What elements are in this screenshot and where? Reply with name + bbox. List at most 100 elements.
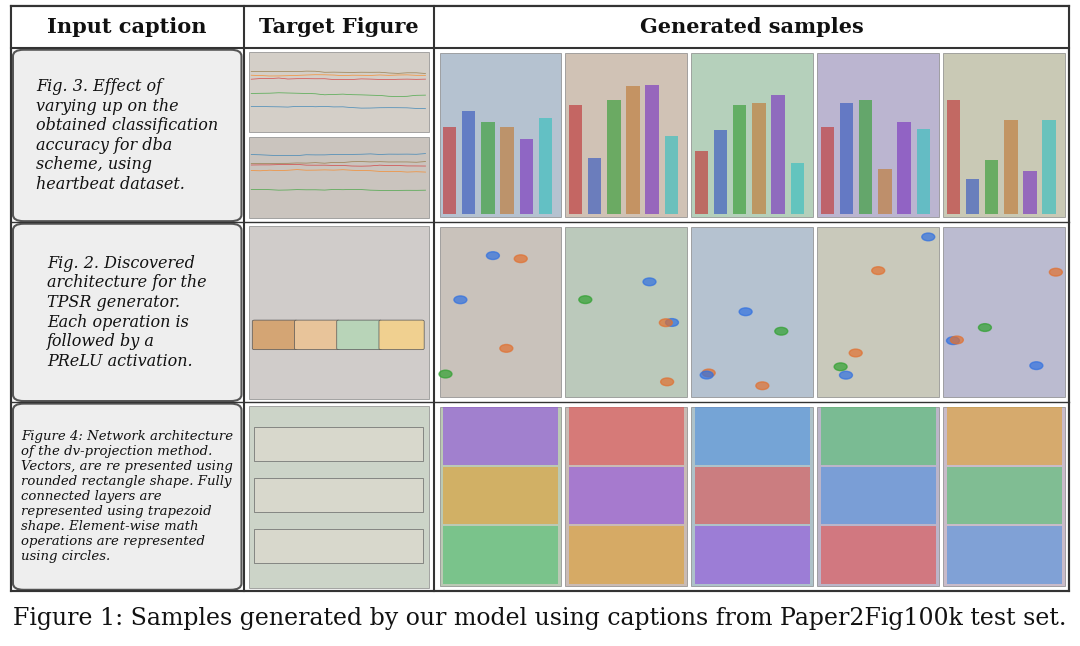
Circle shape — [839, 371, 852, 379]
Bar — [646, 85, 659, 214]
Text: Fig. 3. Effect of
varying up on the
obtained classification
accuracy for dba
sch: Fig. 3. Effect of varying up on the obta… — [36, 78, 218, 193]
Bar — [255, 478, 423, 512]
Circle shape — [486, 252, 499, 260]
Bar — [588, 158, 602, 214]
Bar — [966, 178, 980, 214]
Bar — [607, 100, 621, 214]
Bar — [11, 6, 1069, 48]
Bar — [691, 53, 813, 217]
Bar — [249, 225, 429, 399]
Circle shape — [849, 349, 862, 357]
Bar — [821, 407, 935, 464]
Bar — [818, 227, 939, 397]
Text: Generated samples: Generated samples — [639, 17, 864, 37]
FancyBboxPatch shape — [13, 50, 242, 221]
Bar — [943, 53, 1065, 217]
Bar — [985, 160, 998, 214]
Bar — [691, 407, 813, 586]
Bar — [482, 121, 495, 214]
FancyBboxPatch shape — [11, 6, 1069, 591]
Circle shape — [500, 344, 513, 352]
Circle shape — [579, 296, 592, 304]
Bar — [255, 427, 423, 461]
Text: Fig. 2. Discovered
architecture for the
TPSR generator.
Each operation is
follow: Fig. 2. Discovered architecture for the … — [48, 255, 207, 370]
Bar — [714, 130, 727, 214]
Bar — [443, 407, 558, 464]
Bar — [946, 407, 1062, 464]
Bar — [694, 466, 810, 525]
Bar — [946, 100, 960, 214]
Bar — [818, 407, 939, 586]
FancyBboxPatch shape — [13, 404, 242, 590]
Bar — [566, 407, 687, 586]
Circle shape — [834, 363, 847, 371]
Bar — [859, 100, 873, 214]
Bar — [1042, 120, 1056, 214]
Bar — [821, 526, 935, 584]
Bar — [791, 163, 804, 214]
Bar — [840, 103, 853, 214]
Bar — [733, 105, 746, 214]
Circle shape — [665, 318, 678, 326]
Bar — [694, 407, 810, 464]
Bar — [569, 407, 684, 464]
Circle shape — [774, 328, 787, 335]
Circle shape — [700, 371, 713, 379]
Bar — [818, 53, 939, 217]
Circle shape — [438, 370, 451, 378]
Circle shape — [950, 336, 963, 344]
Bar — [255, 529, 423, 563]
FancyBboxPatch shape — [13, 224, 242, 401]
Text: Figure 4: Network architecture
of the dv-projection method.
Vectors, are re pres: Figure 4: Network architecture of the dv… — [22, 430, 233, 563]
Circle shape — [739, 308, 752, 316]
Bar — [249, 52, 429, 132]
Bar — [440, 227, 562, 397]
Bar — [943, 407, 1065, 586]
Bar — [943, 227, 1065, 397]
Text: Input caption: Input caption — [48, 17, 207, 37]
Bar — [569, 105, 582, 214]
Bar — [626, 86, 639, 214]
Bar — [694, 151, 708, 214]
Bar — [569, 466, 684, 525]
Bar — [878, 169, 892, 214]
FancyBboxPatch shape — [379, 320, 424, 349]
Bar — [752, 103, 766, 214]
Bar — [443, 466, 558, 525]
FancyBboxPatch shape — [337, 320, 382, 349]
Circle shape — [922, 233, 935, 241]
Bar — [566, 227, 687, 397]
Bar — [443, 526, 558, 584]
Circle shape — [660, 319, 673, 327]
Bar — [771, 96, 785, 214]
Bar — [249, 406, 429, 588]
Circle shape — [872, 267, 885, 275]
Bar — [917, 129, 930, 214]
Circle shape — [702, 369, 715, 377]
Bar — [249, 138, 429, 218]
Circle shape — [514, 255, 527, 262]
Bar — [664, 136, 678, 214]
Bar — [440, 53, 562, 217]
Bar — [694, 526, 810, 584]
Circle shape — [1030, 362, 1043, 370]
Text: Figure 1: Samples generated by our model using captions from Paper2Fig100k test : Figure 1: Samples generated by our model… — [13, 607, 1067, 630]
Text: Target Figure: Target Figure — [259, 17, 419, 37]
FancyBboxPatch shape — [253, 320, 297, 349]
Circle shape — [454, 296, 467, 304]
Circle shape — [643, 278, 656, 286]
Circle shape — [756, 382, 769, 390]
Circle shape — [946, 337, 959, 344]
Bar — [443, 127, 456, 214]
Bar — [946, 526, 1062, 584]
Bar — [1023, 171, 1037, 214]
Bar — [691, 227, 813, 397]
Bar — [462, 110, 475, 214]
Circle shape — [1050, 268, 1063, 276]
Bar — [500, 127, 514, 214]
FancyBboxPatch shape — [295, 320, 340, 349]
Bar — [821, 466, 935, 525]
Circle shape — [661, 378, 674, 386]
Bar — [569, 526, 684, 584]
Bar — [539, 118, 552, 214]
